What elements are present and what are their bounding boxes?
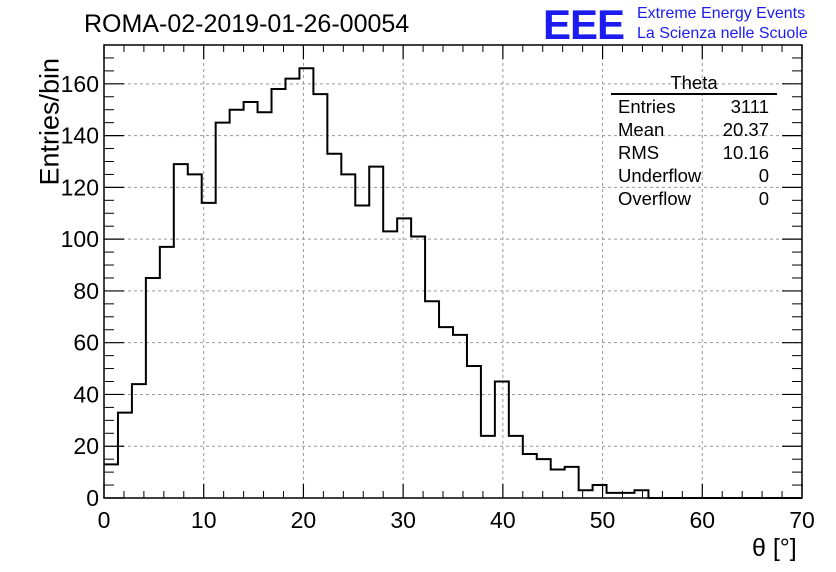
x-tick-label: 50 [590,507,616,533]
x-tick-label: 70 [789,507,815,533]
y-tick-label: 120 [61,174,99,200]
stats-value: 0 [758,165,769,186]
y-tick-label: 60 [73,330,99,356]
histogram-line [104,67,802,499]
x-axis-label: θ [°] [752,534,797,562]
logo-text: Extreme Energy Events La Scienza nelle S… [637,4,808,44]
stats-value: 20.37 [722,119,769,140]
x-tick-label: 0 [98,507,111,533]
logo-line1: Extreme Energy Events [637,5,806,22]
stats-box: Theta Entries 3111 Mean 20.37 RMS 10.16 Underf… [611,73,777,210]
stats-row: Underflow 0 [611,164,777,187]
y-tick-label: 0 [86,485,99,511]
stats-label: Underflow [618,165,702,186]
stats-row: Entries 3111 [611,95,777,118]
y-tick-label: 100 [61,226,99,252]
y-tick-label: 80 [73,278,99,304]
stats-label: RMS [618,142,660,163]
stats-label: Overflow [618,188,691,209]
x-tick-label: 60 [689,507,715,533]
y-tick-label: 140 [61,123,99,149]
stats-row: RMS 10.16 [611,141,777,164]
chart-title: ROMA-02-2019-01-26-00054 [84,10,410,38]
stats-row: Overflow 0 [611,187,777,210]
x-tick-label: 30 [390,507,416,533]
x-tick-label: 40 [490,507,516,533]
stats-title: Theta [611,73,777,95]
eee-logo: EEE [543,1,625,48]
logo-line2: La Scienza nelle Scuole [637,25,808,42]
stats-value: 0 [758,188,769,209]
stats-label: Mean [618,119,665,140]
y-tick-label: 160 [61,71,99,97]
x-tick-label: 20 [291,507,317,533]
x-tick-label: 10 [191,507,217,533]
stats-value: 10.16 [722,142,769,163]
y-tick-label: 40 [73,381,99,407]
stats-label: Entries [618,96,676,117]
y-tick-label: 20 [73,433,99,459]
plot-frame [103,44,803,499]
stats-value: 3111 [730,96,769,117]
stats-row: Mean 20.37 [611,118,777,141]
